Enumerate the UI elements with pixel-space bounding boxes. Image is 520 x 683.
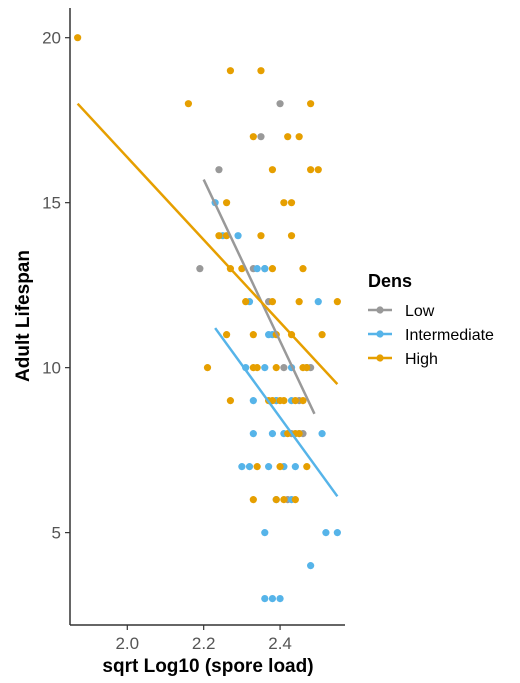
data-point-low (276, 100, 284, 108)
data-point-high (287, 232, 296, 240)
trend-line-intermediate (214, 327, 339, 498)
data-point-high (226, 67, 235, 75)
data-point-high (268, 298, 277, 306)
data-point-intermediate (318, 430, 326, 438)
trend-line-low (202, 179, 316, 415)
trend-lines-layer (76, 102, 339, 498)
data-point-high (307, 166, 315, 174)
data-point-high (307, 100, 315, 108)
x-tick-label: 2.0 (115, 634, 139, 653)
legend: Dens Low Intermediate High (368, 271, 494, 368)
data-point-high (222, 199, 231, 207)
data-point-high (249, 496, 257, 504)
data-point-high (268, 166, 277, 174)
data-point-high (295, 298, 303, 306)
data-point-high (333, 298, 341, 306)
data-point-high (215, 232, 223, 240)
data-point-high (299, 265, 307, 273)
data-point-low (196, 265, 204, 273)
data-point-low (257, 133, 265, 141)
y-ticks-layer: 5 10 15 20 (42, 29, 70, 543)
data-point-intermediate (249, 430, 257, 438)
data-point-intermediate (261, 595, 269, 603)
data-point-intermediate (261, 265, 269, 273)
data-point-high (287, 199, 296, 207)
data-point-high (291, 397, 299, 405)
data-point-intermediate (322, 529, 330, 537)
data-point-high (280, 496, 288, 504)
legend-label-intermediate: Intermediate (405, 327, 494, 344)
legend-key-dot-high (376, 354, 384, 362)
y-tick-label: 20 (42, 29, 61, 48)
data-point-intermediate (265, 463, 273, 471)
data-point-low (215, 166, 223, 174)
y-axis-title: Adult Lifespan (13, 250, 34, 382)
data-point-high (203, 364, 212, 372)
data-point-intermediate (268, 595, 277, 603)
data-point-high (295, 133, 303, 141)
y-tick-label: 15 (42, 194, 61, 213)
legend-label-high: High (405, 351, 438, 368)
data-point-low (280, 364, 288, 372)
data-point-high (242, 298, 250, 306)
data-point-high (253, 364, 261, 372)
data-point-intermediate (276, 595, 284, 603)
data-point-intermediate (291, 463, 299, 471)
data-point-intermediate (268, 430, 277, 438)
legend-key-dot-intermediate (376, 330, 384, 338)
trend-line-high (76, 102, 339, 385)
data-point-high (303, 364, 311, 372)
data-point-high (268, 265, 277, 273)
x-axis-title: sqrt Log10 (spore load) (102, 656, 313, 677)
data-point-intermediate (253, 265, 261, 273)
data-point-intermediate (261, 529, 269, 537)
data-point-high (291, 496, 299, 504)
data-point-intermediate (314, 298, 322, 306)
data-point-high (318, 331, 326, 339)
y-tick-label: 10 (42, 359, 61, 378)
data-point-intermediate (307, 562, 315, 570)
data-point-high (276, 463, 284, 471)
data-point-high (253, 463, 261, 471)
data-point-intermediate (261, 364, 269, 372)
data-point-high (257, 67, 265, 75)
x-tick-label: 2.2 (192, 634, 216, 653)
data-point-high (249, 331, 257, 339)
data-point-high (284, 133, 292, 141)
data-point-high (303, 463, 311, 471)
legend-key-dot-low (376, 306, 384, 314)
points-layer (74, 34, 341, 603)
data-point-intermediate (245, 463, 254, 471)
data-point-high (226, 397, 235, 405)
data-point-high (184, 100, 193, 108)
x-ticks-layer: 2.0 2.2 2.4 (115, 625, 292, 653)
data-point-high (222, 331, 231, 339)
legend-title: Dens (368, 271, 412, 291)
data-point-high (314, 166, 322, 174)
legend-label-low: Low (405, 303, 435, 320)
x-tick-label: 2.4 (268, 634, 292, 653)
data-point-high (272, 496, 280, 504)
data-point-high (280, 199, 288, 207)
data-point-high (280, 397, 288, 405)
data-point-intermediate (238, 463, 246, 471)
data-point-intermediate (333, 529, 341, 537)
y-tick-label: 5 (52, 524, 61, 543)
data-point-high (74, 34, 82, 42)
data-point-high (299, 397, 307, 405)
data-point-intermediate (249, 397, 257, 405)
data-point-high (249, 133, 257, 141)
data-point-intermediate (234, 232, 242, 240)
data-point-high (257, 232, 265, 240)
data-point-high (295, 430, 303, 438)
data-point-high (272, 364, 280, 372)
